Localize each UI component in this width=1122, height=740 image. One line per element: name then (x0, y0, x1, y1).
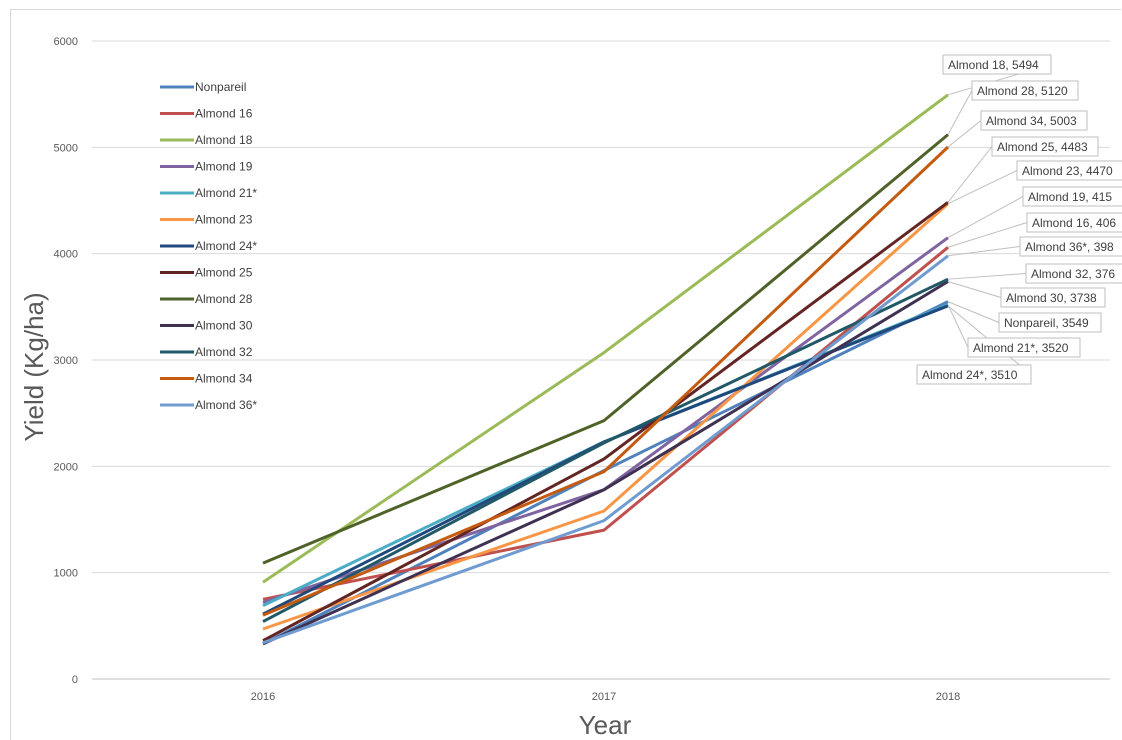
callout-label: Almond 36*, 398 (1025, 240, 1114, 254)
callout-leader (947, 273, 1027, 280)
callout-leader (947, 90, 973, 135)
callout-label: Almond 25, 4483 (997, 140, 1088, 154)
x-tick-label: 2017 (592, 691, 616, 703)
series-line (262, 277, 949, 623)
callout-box (980, 110, 1088, 131)
callout-leader (947, 146, 993, 203)
callout-box (942, 54, 1052, 75)
callout-label: Nonpareil, 3549 (1004, 316, 1089, 330)
legend-label: Almond 32 (195, 345, 253, 359)
callout-box (1022, 186, 1122, 207)
callout-label: Almond 34, 5003 (986, 114, 1077, 128)
y-tick-label: 4000 (54, 249, 78, 261)
callout-leader (947, 170, 1018, 205)
callout-label: Almond 30, 3738 (1006, 291, 1097, 305)
callout-leader (947, 304, 969, 348)
legend-label: Nonpareil (195, 80, 246, 94)
callout-label: Almond 23, 4470 (1022, 164, 1113, 178)
legend-label: Almond 21* (195, 186, 257, 200)
callout-label: Almond 18, 5494 (948, 58, 1039, 72)
callout-label: Almond 28, 5120 (977, 84, 1068, 98)
callout-box (1016, 160, 1122, 181)
series-line (262, 202, 949, 631)
data-callouts: Almond 18, 5494 Almond 28, 5120 Almond 34,… (916, 54, 1122, 385)
y-tick-label: 6000 (54, 36, 78, 48)
callout-leader (947, 196, 1024, 239)
callout-leader (947, 301, 1000, 323)
series-line (262, 280, 949, 646)
legend-label: Almond 23 (195, 213, 253, 227)
callout-box (1019, 236, 1122, 257)
callout-box (1000, 287, 1106, 308)
legend-label: Almond 36* (195, 398, 257, 412)
y-tick-label: 1000 (54, 568, 78, 580)
y-tick-labels: 0 1000 2000 3000 4000 5000 6000 (54, 36, 78, 686)
legend-label: Almond 25 (195, 266, 253, 280)
callout-box (916, 364, 1032, 385)
series-line (262, 93, 949, 584)
x-tick-labels: 2016 2017 2018 (251, 691, 960, 703)
series-line (262, 145, 950, 617)
callout-label: Almond 16, 406 (1032, 216, 1116, 230)
legend-label: Almond 34 (195, 372, 253, 386)
callout-box (1025, 263, 1122, 284)
callout-label: Almond 32, 376 (1031, 267, 1115, 281)
callout-box (998, 312, 1102, 333)
callout-label: Almond 21*, 3520 (973, 341, 1069, 355)
y-tick-label: 2000 (54, 461, 78, 473)
series-line (262, 133, 949, 565)
callout-leader (947, 222, 1028, 248)
legend-label: Almond 24* (195, 239, 257, 253)
x-axis-title: Year (579, 710, 632, 740)
x-tick-label: 2016 (251, 691, 275, 703)
series-lines (262, 93, 950, 646)
callout-leader (947, 120, 982, 148)
callout-box (971, 80, 1079, 101)
series-line (262, 201, 949, 643)
x-tick-label: 2018 (936, 691, 960, 703)
legend-label: Almond 19 (195, 160, 253, 174)
legend-label: Almond 28 (195, 292, 253, 306)
y-tick-label: 0 (72, 674, 78, 686)
callout-label: Almond 24*, 3510 (922, 368, 1018, 382)
y-axis-title: Yield (Kg/ha) (19, 292, 49, 441)
legend-label: Almond 16 (195, 107, 253, 121)
y-tick-label: 3000 (54, 355, 78, 367)
callout-leader (947, 246, 1021, 257)
legend: Nonpareil Almond 16 Almond 18 Almond 19 Almo… (160, 80, 257, 412)
callout-label: Almond 19, 415 (1028, 190, 1112, 204)
legend-label: Almond 30 (195, 319, 253, 333)
chart-frame (10, 9, 1121, 740)
callout-box (1026, 212, 1122, 233)
legend-label: Almond 18 (195, 133, 253, 147)
y-tick-label: 5000 (54, 142, 78, 154)
callout-leader (947, 281, 1002, 298)
series-line (262, 254, 949, 645)
series-line (262, 246, 949, 601)
callout-box (967, 337, 1081, 358)
callout-box (991, 136, 1099, 157)
